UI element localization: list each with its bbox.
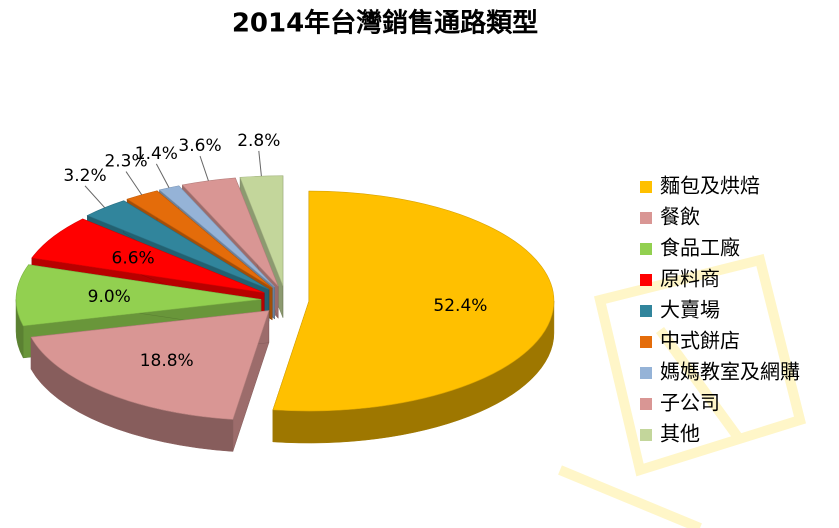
value-label: 6.6% <box>112 248 155 268</box>
leader-line <box>199 155 209 181</box>
legend-label: 原料商 <box>660 267 720 291</box>
legend-swatch <box>640 305 652 317</box>
value-label: 2.3% <box>104 152 147 172</box>
legend-swatch <box>640 398 652 410</box>
slice <box>181 177 279 287</box>
legend-swatch <box>640 429 652 441</box>
slice <box>272 190 555 412</box>
legend-label: 媽媽教室及網購 <box>660 360 800 384</box>
value-label: 3.2% <box>63 166 106 186</box>
legend-label: 其他 <box>660 422 700 446</box>
slice <box>30 310 270 420</box>
value-label: 18.8% <box>140 351 194 371</box>
leader-line <box>258 150 262 177</box>
legend-swatch <box>640 336 652 348</box>
slice <box>158 185 275 288</box>
legend-swatch <box>640 181 652 193</box>
chart-title: 2014年台灣銷售通路類型 <box>232 8 538 39</box>
slice <box>126 190 273 289</box>
leader-line <box>155 163 170 188</box>
legend-swatch <box>640 274 652 286</box>
leader-line <box>125 171 143 195</box>
slice-tops <box>15 175 555 420</box>
value-label: 9.0% <box>88 287 131 307</box>
value-label: 1.4% <box>135 144 178 164</box>
legend-swatch <box>640 243 652 255</box>
value-label: 52.4% <box>433 296 487 316</box>
legend-label: 麵包及烘焙 <box>660 174 760 198</box>
legend-label: 子公司 <box>660 391 720 415</box>
legend-label: 餐飲 <box>660 205 700 229</box>
legend-label: 中式餅店 <box>660 329 740 353</box>
slice <box>15 264 262 327</box>
legend-label: 食品工廠 <box>660 236 740 260</box>
legend-label: 大賣場 <box>660 298 720 322</box>
slice <box>239 175 284 286</box>
legend-swatch <box>640 367 652 379</box>
value-label: 3.6% <box>178 136 221 156</box>
value-label: 2.8% <box>237 131 280 151</box>
watermark <box>558 253 806 528</box>
slice <box>86 200 270 290</box>
leader-line <box>84 185 106 209</box>
slice <box>31 218 265 294</box>
legend-swatch <box>640 212 652 224</box>
